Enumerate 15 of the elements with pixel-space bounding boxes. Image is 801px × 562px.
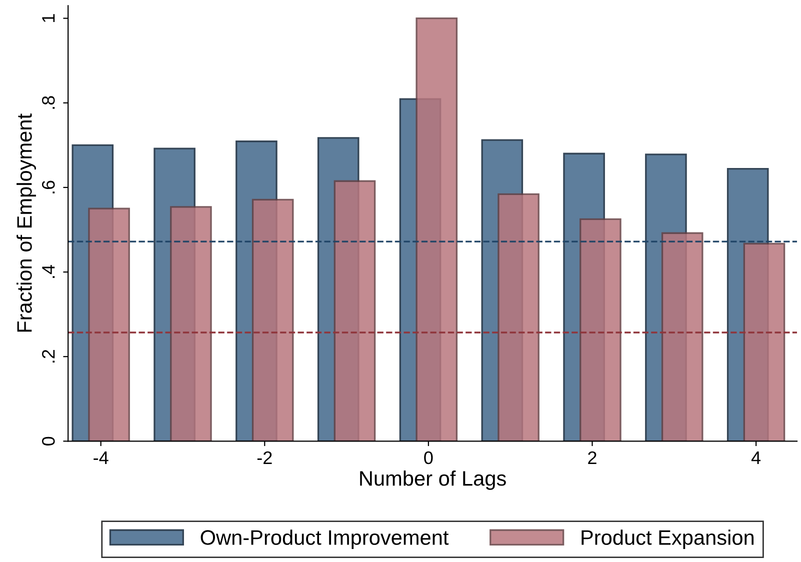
y-tick-label: .4	[42, 265, 55, 278]
x-tick-label: -2	[257, 451, 272, 464]
x-tick-label: 0	[424, 451, 433, 464]
y-tick-label: .2	[42, 350, 55, 362]
y-tick-label: 1	[42, 14, 55, 22]
x-tick-label: 2	[588, 451, 596, 464]
x-axis-title: Number of Lags	[360, 470, 506, 490]
x-tick-label: -4	[94, 452, 108, 464]
y-tick-label: .6	[42, 180, 55, 194]
x-tick-label: 4	[751, 452, 761, 464]
y-tick-label: 0	[42, 436, 55, 446]
legend-label: Own-Product Improvement	[200, 530, 449, 550]
legend-label: Product Expansion	[582, 530, 754, 550]
y-tick-label: .8	[42, 96, 55, 109]
y-axis-title: Fraction of Employment	[16, 114, 36, 332]
